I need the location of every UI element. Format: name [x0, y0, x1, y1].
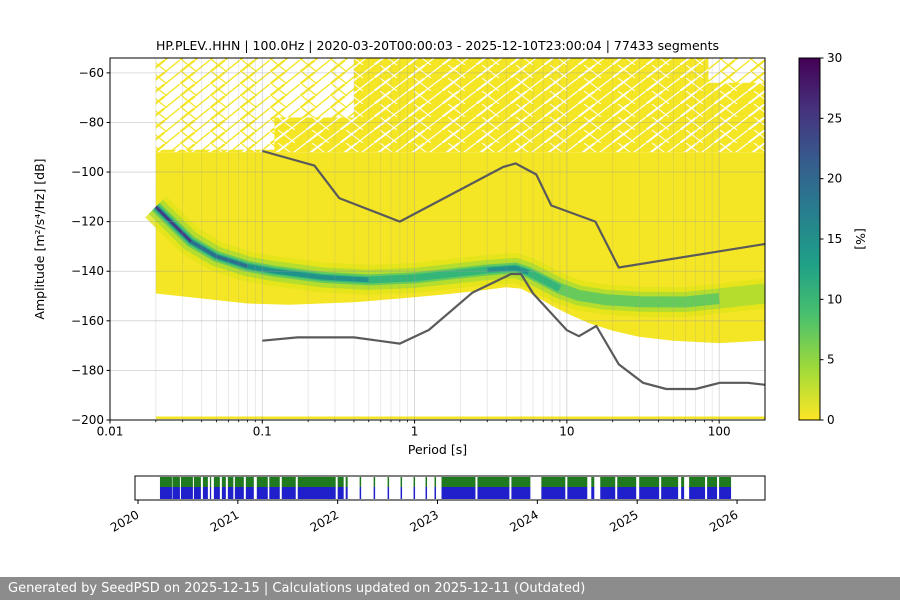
colorbar: 0 5 10 15 20 25 30	[798, 51, 842, 427]
x-tick-label: 1	[411, 425, 419, 439]
chart-title: HP.PLEV..HHN | 100.0Hz | 2020-03-20T00:0…	[156, 38, 719, 53]
colorbar-tick-label: 15	[827, 232, 842, 246]
x-tick-label: 0.01	[97, 425, 124, 439]
availability-bar: 2020 2021 2022 2023 2024 2025 2026	[108, 475, 766, 535]
y-tick-label: −60	[79, 66, 104, 80]
y-tick-label: −160	[71, 314, 104, 328]
colorbar-tick-label: 25	[827, 111, 842, 125]
colorbar-tick-label: 30	[827, 51, 842, 65]
colorbar-tick-label: 0	[827, 413, 835, 427]
y-axis-label: Amplitude [m²/s⁴/Hz] [dB]	[32, 158, 47, 320]
ppsd-chart: 0.01 0.1 1 10 100−60−80−100−120−140−160−180−…	[71, 51, 842, 535]
noise-model-lines	[262, 149, 765, 391]
y-tick-label: −80	[79, 115, 104, 129]
axis-ticks: 0.01 0.1 1 10 100 −60 −80 −100 −120 −140 −160 −180 −…	[71, 66, 731, 439]
x-tick-label: 0.1	[253, 425, 272, 439]
year-label: 2021	[208, 507, 241, 534]
x-tick-label: 100	[708, 425, 731, 439]
y-tick-label: −200	[71, 413, 104, 427]
ppsd-heatmap	[145, 58, 765, 420]
colorbar-tick-label: 5	[827, 353, 835, 367]
x-tick-label: 10	[559, 425, 574, 439]
plot-frame	[109, 57, 766, 421]
year-label: 2023	[408, 507, 441, 534]
gridlines	[110, 58, 765, 420]
y-tick-label: −180	[71, 363, 104, 377]
year-label: 2022	[308, 507, 341, 534]
year-label: 2024	[507, 507, 540, 534]
year-label: 2026	[707, 507, 740, 534]
year-label: 2020	[108, 507, 141, 534]
year-label: 2025	[607, 507, 640, 534]
y-tick-label: −140	[71, 264, 104, 278]
colorbar-label: [%]	[853, 228, 868, 250]
footer-bar: Generated by SeedPSD on 2025-12-15 | Cal…	[0, 577, 900, 600]
x-axis-label: Period [s]	[407, 442, 468, 457]
colorbar-tick-label: 10	[827, 292, 842, 306]
y-tick-label: −120	[71, 215, 104, 229]
y-tick-label: −100	[71, 165, 104, 179]
colorbar-tick-label: 20	[827, 172, 842, 186]
footer-text: Generated by SeedPSD on 2025-12-15 | Cal…	[8, 581, 586, 596]
